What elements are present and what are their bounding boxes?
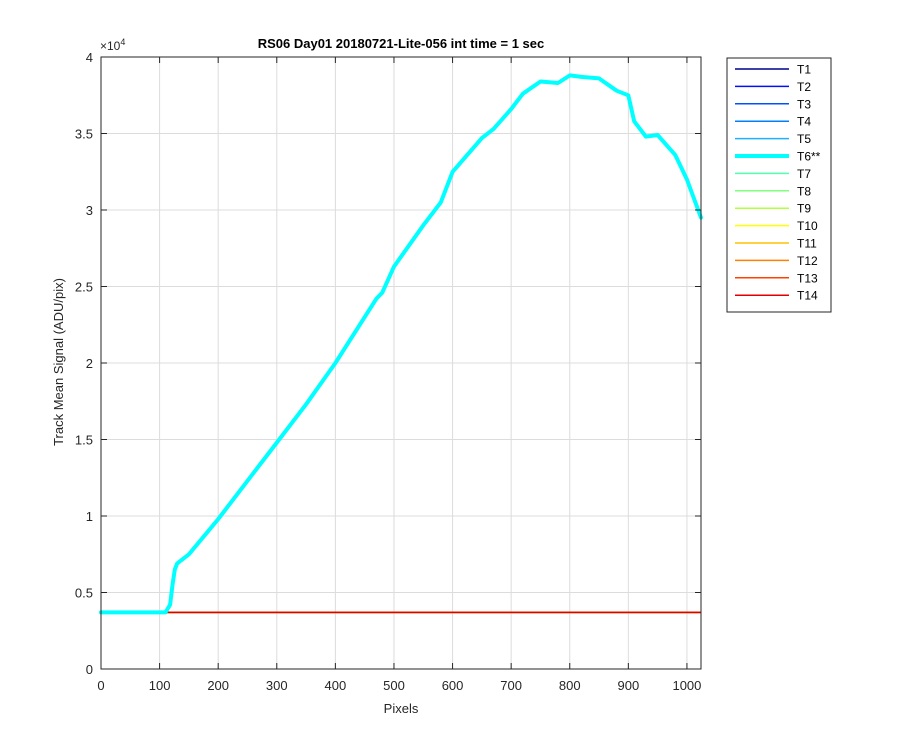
legend-label-t3: T3	[797, 97, 811, 111]
x-tick-label: 200	[207, 678, 229, 693]
legend-label-t14: T14	[797, 289, 818, 303]
y-axis-exponent: ×104	[100, 37, 125, 53]
series-line-t6	[99, 73, 703, 615]
grid	[101, 57, 701, 669]
x-tick-label: 700	[500, 678, 522, 693]
x-tick-label: 800	[559, 678, 581, 693]
legend-label-t2: T2	[797, 80, 811, 94]
y-tick-label: 0	[86, 662, 93, 677]
y-tick-label: 3.5	[75, 127, 93, 142]
y-tick-label: 2.5	[75, 280, 93, 295]
y-tick-label: 4	[86, 50, 93, 65]
x-tick-label: 300	[266, 678, 288, 693]
legend-label-t12: T12	[797, 254, 818, 268]
legend-label-t8: T8	[797, 184, 811, 198]
x-axis-label: Pixels	[384, 701, 419, 716]
x-tick-label: 400	[325, 678, 347, 693]
legend-label-t7: T7	[797, 167, 811, 181]
x-tick-label: 100	[149, 678, 171, 693]
y-tick-label: 3	[86, 203, 93, 218]
legend-label-t4: T4	[797, 115, 811, 129]
y-tick-label: 0.5	[75, 586, 93, 601]
y-axis-label: Track Mean Signal (ADU/pix)	[51, 278, 66, 446]
x-tick-label: 0	[97, 678, 104, 693]
legend-box	[726, 57, 832, 313]
y-tick-label: 1	[86, 509, 93, 524]
legend-label-t6: T6**	[797, 150, 821, 164]
x-tick-label: 900	[617, 678, 639, 693]
legend-label-t9: T9	[797, 202, 811, 216]
chart-title: RS06 Day01 20180721-Lite-056 int time = …	[258, 36, 545, 51]
legend-label-t1: T1	[797, 63, 811, 77]
x-tick-label: 600	[442, 678, 464, 693]
legend-label-t5: T5	[797, 132, 811, 146]
axes: 0 100 200 300 400 500 600 700 800 900 1000 0 0.5 1 1.…	[75, 50, 703, 693]
series-layer	[99, 73, 703, 615]
legend-label-t13: T13	[797, 271, 818, 285]
y-tick-label: 1.5	[75, 433, 93, 448]
legend-items: T1 T2 T3 T4 T5 T6** T7 T8 T9 T10 T11 T12 T13 T14	[735, 63, 821, 303]
y-axis-ticks: 0 0.5 1 1.5 2 2.5 3 3.5 4	[75, 50, 701, 677]
y-tick-label: 2	[86, 356, 93, 371]
x-tick-label: 1000	[672, 678, 701, 693]
legend: T1 T2 T3 T4 T5 T6** T7 T8 T9 T10 T11 T12 T13 T14	[726, 57, 832, 313]
x-tick-label: 500	[383, 678, 405, 693]
legend-label-t10: T10	[797, 219, 818, 233]
legend-label-t11: T11	[797, 237, 817, 251]
x-axis-ticks: 0 100 200 300 400 500 600 700 800 900 1000	[97, 57, 701, 693]
